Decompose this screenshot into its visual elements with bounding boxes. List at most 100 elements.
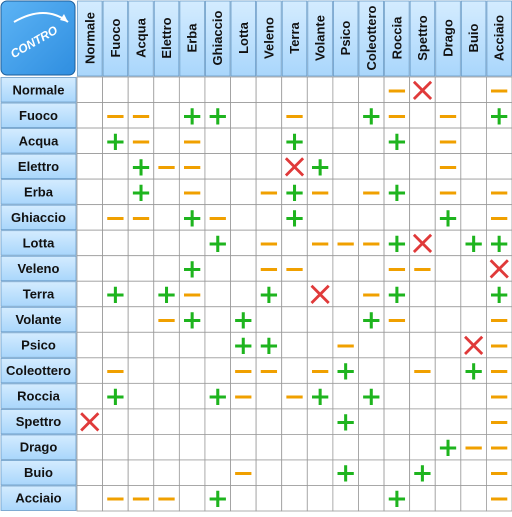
cell	[409, 102, 436, 129]
effect-symbol: −	[386, 254, 408, 284]
cell	[255, 280, 283, 308]
column-header	[307, 0, 333, 77]
cell	[332, 127, 359, 154]
cell	[306, 459, 334, 486]
effect-symbol: −	[130, 484, 152, 512]
cell	[102, 459, 129, 486]
cell	[460, 204, 487, 231]
cell	[332, 280, 359, 308]
cell	[409, 153, 436, 180]
cell	[153, 153, 180, 180]
cell	[153, 280, 180, 308]
effect-symbol: −	[463, 433, 485, 463]
cell	[332, 434, 359, 461]
effect-symbol: +	[232, 331, 254, 361]
cell	[204, 255, 231, 282]
cell	[460, 255, 487, 282]
cell	[460, 408, 487, 435]
cell	[486, 485, 512, 512]
cell	[383, 127, 411, 154]
cell	[255, 229, 283, 257]
row-label: Spettro	[16, 414, 62, 429]
row-label: Acqua	[19, 133, 60, 148]
column-label: Elettro	[159, 17, 174, 58]
effect-symbol: −	[181, 280, 203, 310]
cell	[255, 127, 283, 154]
effect-symbol: +	[284, 127, 306, 157]
effect-symbol: +	[207, 229, 229, 259]
cell	[230, 255, 257, 282]
cell	[255, 306, 283, 333]
row-header	[0, 306, 77, 333]
cell	[486, 153, 512, 180]
row-header	[0, 77, 77, 103]
cell	[204, 459, 231, 486]
cell	[460, 382, 487, 410]
cell	[434, 255, 462, 282]
effect-symbol: −	[488, 484, 510, 512]
cell	[153, 178, 180, 206]
cell	[281, 485, 308, 512]
cell	[153, 459, 180, 486]
effect-symbol: −	[232, 382, 254, 412]
effect-symbol: +	[360, 101, 382, 131]
cell	[102, 306, 129, 333]
cell	[178, 459, 206, 486]
cell	[255, 331, 283, 359]
cell	[358, 357, 385, 384]
cell	[358, 331, 385, 359]
cell	[76, 459, 103, 486]
row-header	[0, 128, 77, 154]
effect-symbol: −	[437, 152, 459, 182]
cell	[127, 76, 155, 103]
effect-symbol: −	[258, 254, 280, 284]
effect-symbol: −	[181, 127, 203, 157]
cell	[281, 434, 308, 461]
cell	[434, 306, 462, 333]
effect-symbol: +	[207, 382, 229, 412]
cell	[127, 434, 155, 461]
row-label: Veleno	[18, 261, 60, 276]
cell	[383, 153, 411, 180]
cell	[102, 102, 129, 129]
cell	[127, 408, 155, 435]
cell	[281, 76, 308, 103]
cell	[178, 178, 206, 206]
cell	[178, 76, 206, 103]
row-header	[0, 102, 77, 128]
cell	[434, 102, 462, 129]
cell	[358, 485, 385, 512]
column-header	[179, 0, 205, 77]
cell	[306, 204, 334, 231]
column-label: Psico	[338, 21, 353, 56]
effect-symbol: −	[232, 357, 254, 387]
row-label: Terra	[23, 287, 55, 302]
effect-symbol: −	[284, 382, 306, 412]
cell	[306, 408, 334, 435]
cell	[358, 127, 385, 154]
cell	[486, 306, 512, 333]
effect-symbol: +	[232, 306, 254, 336]
cell	[332, 229, 359, 257]
cell	[434, 357, 462, 384]
row-header	[0, 383, 77, 409]
cell	[383, 178, 411, 206]
cell	[486, 331, 512, 359]
column-header	[358, 0, 384, 77]
column-header	[153, 0, 180, 77]
cell	[230, 204, 257, 231]
column-header	[460, 0, 487, 77]
cell	[409, 331, 436, 359]
effect-symbol: −	[258, 229, 280, 259]
column-header	[230, 0, 257, 77]
effect-symbol: −	[156, 484, 178, 512]
effect-symbol: +	[335, 408, 357, 438]
cell	[358, 76, 385, 103]
cell	[102, 331, 129, 359]
column-label: Acqua	[133, 17, 148, 58]
cell	[460, 280, 487, 308]
cell	[76, 204, 103, 231]
column-header	[435, 0, 461, 77]
cell	[76, 102, 103, 129]
